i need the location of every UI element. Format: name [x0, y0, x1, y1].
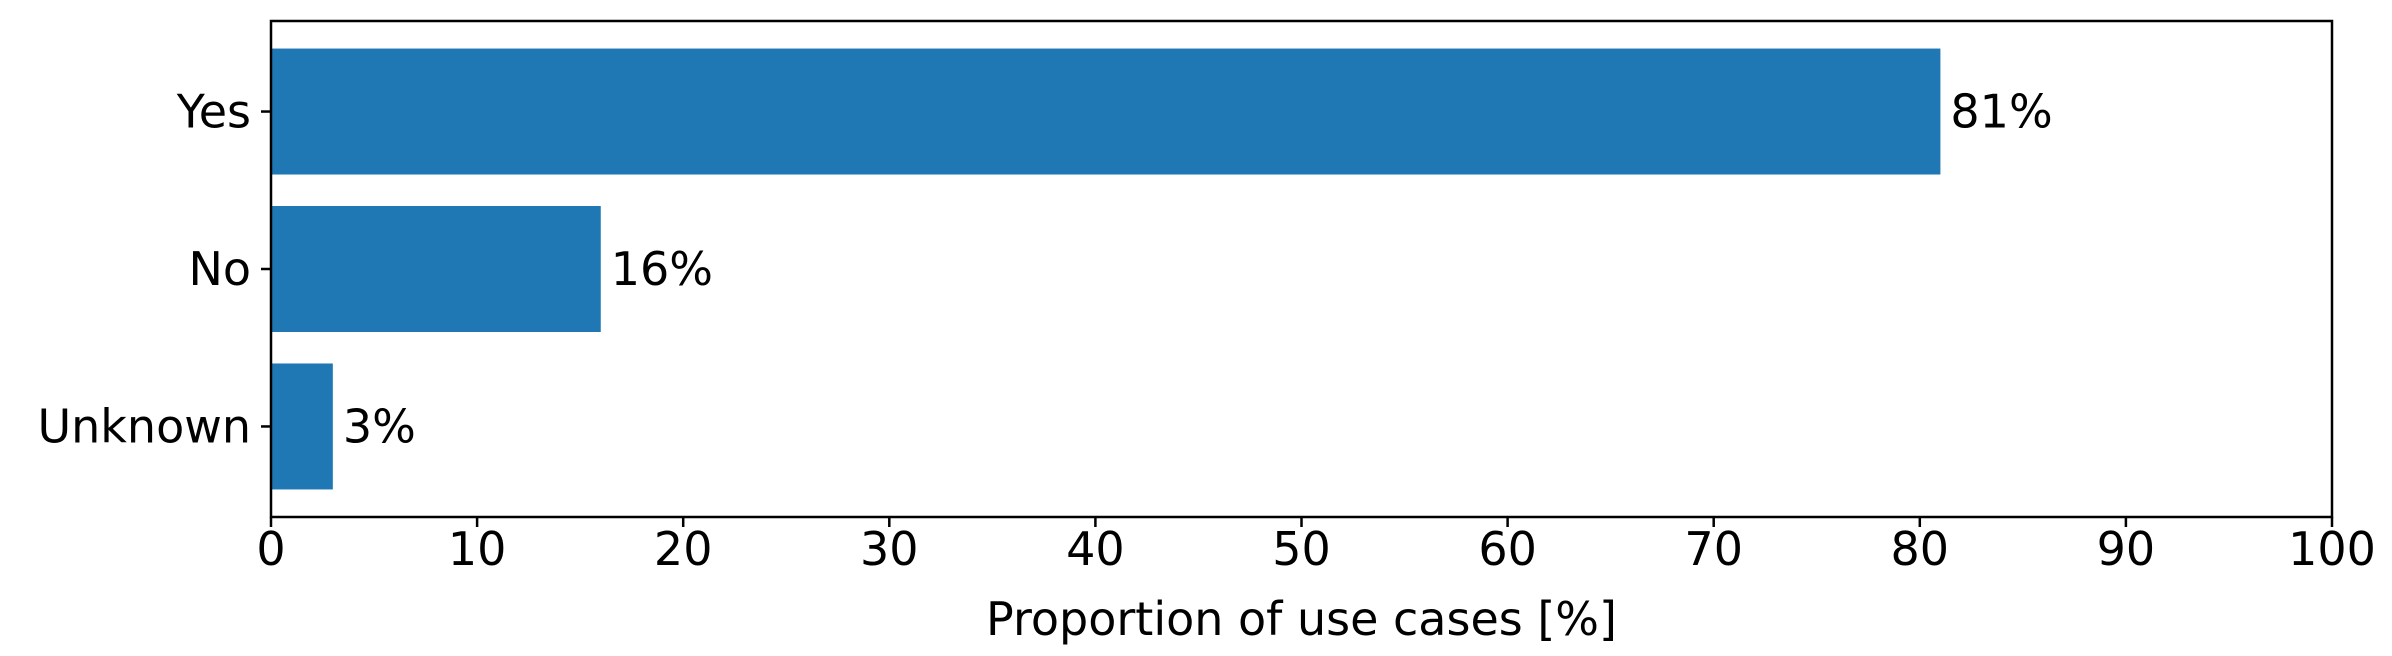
value-label-no: 16% [611, 242, 713, 296]
x-tick-label: 40 [1066, 522, 1125, 576]
category-label-unknown: Unknown [37, 399, 251, 453]
value-label-unknown: 3% [343, 399, 416, 453]
value-label-yes: 81% [1950, 85, 2052, 139]
bar-unknown [271, 363, 333, 490]
value-labels: 81% 16% 3% [343, 85, 2053, 454]
x-tick-label: 100 [2288, 522, 2376, 576]
category-label-yes: Yes [176, 85, 251, 139]
x-tick-label: 80 [1891, 522, 1950, 576]
x-axis: 0 10 20 30 40 50 60 70 80 90 100 [256, 517, 2376, 576]
x-axis-title: Proportion of use cases [%] [986, 592, 1617, 646]
y-axis: Yes No Unknown [37, 85, 271, 453]
bar-yes [271, 48, 1941, 175]
x-tick-label: 70 [1684, 522, 1743, 576]
x-tick-label: 50 [1272, 522, 1331, 576]
x-tick-label: 0 [256, 522, 285, 576]
bars [271, 48, 1941, 490]
x-tick-label: 60 [1478, 522, 1537, 576]
x-tick-label: 10 [448, 522, 507, 576]
category-label-no: No [188, 242, 251, 296]
x-tick-label: 90 [2097, 522, 2156, 576]
x-tick-label: 30 [860, 522, 919, 576]
bar-no [271, 206, 601, 332]
x-tick-label: 20 [654, 522, 713, 576]
